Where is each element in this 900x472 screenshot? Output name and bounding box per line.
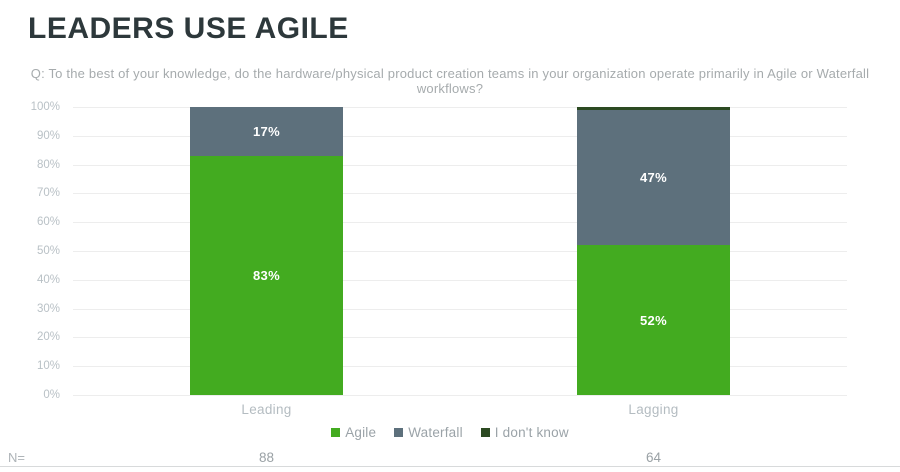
gridline	[73, 222, 847, 224]
gridline	[73, 395, 847, 396]
gridline	[73, 366, 847, 368]
gridline	[73, 135, 847, 137]
segment-lagging-waterfall: 47%	[577, 109, 730, 246]
segment-lagging-i-don-t-know	[577, 107, 730, 110]
chart-legend: Agile Waterfall I don't know	[0, 425, 900, 440]
segment-lagging-agile: 52%	[577, 245, 730, 395]
page-title: LEADERS USE AGILE	[28, 12, 349, 45]
y-tick-label: 90%	[36, 129, 60, 142]
y-tick-label: 30%	[36, 302, 60, 315]
segment-leading-agile: 83%	[190, 155, 343, 395]
gridline	[73, 193, 847, 195]
y-tick-label: 70%	[36, 187, 60, 200]
gridline	[73, 337, 847, 339]
segment-value-label: 47%	[640, 170, 667, 186]
gridline	[73, 251, 847, 252]
sample-size-row: N= 88 64	[0, 450, 900, 468]
legend-swatch-waterfall	[394, 428, 404, 437]
y-tick-label: 80%	[36, 158, 60, 171]
gridline	[73, 279, 847, 281]
legend-label: I don't know	[494, 425, 569, 440]
segment-value-label: 17%	[253, 123, 280, 139]
gridline	[73, 308, 847, 310]
x-category-label-leading: Leading	[241, 402, 292, 417]
n-equals-label: N=	[8, 450, 25, 465]
y-tick-label: 50%	[36, 245, 60, 257]
legend-label: Waterfall	[408, 425, 463, 440]
y-tick-label: 100%	[30, 101, 60, 113]
gridline	[73, 164, 847, 166]
n-value-leading: 88	[258, 450, 275, 465]
legend-label: Agile	[345, 425, 377, 440]
y-tick-label: 40%	[36, 273, 60, 286]
bar-lagging: 47% 52%	[577, 107, 730, 395]
y-tick-label: 0%	[43, 389, 60, 401]
bottom-divider	[0, 466, 900, 467]
legend-swatch-i-don-t-know	[480, 428, 490, 437]
legend-item-agile: Agile	[331, 425, 376, 440]
segment-leading-waterfall: 17%	[190, 107, 343, 156]
stacked-bar-chart: 0% 10% 20% 30% 40% 50% 60% 70% 80% 90% 100% 17% 83% L…	[31, 101, 847, 417]
segment-value-label: 83%	[253, 267, 280, 283]
segment-value-label: 52%	[640, 312, 667, 328]
legend-swatch-agile	[331, 428, 341, 437]
legend-item-waterfall: Waterfall	[394, 425, 463, 440]
n-value-lagging: 64	[645, 450, 662, 465]
bar-leading: 17% 83%	[190, 107, 343, 395]
x-category-label-lagging: Lagging	[628, 402, 679, 417]
survey-question: Q: To the best of your knowledge, do the…	[30, 66, 870, 96]
y-tick-label: 20%	[36, 331, 60, 344]
y-tick-label: 60%	[36, 216, 60, 229]
y-tick-label: 10%	[36, 360, 60, 373]
legend-item-i-don-t-know: I don't know	[480, 425, 569, 440]
gridline	[73, 107, 847, 108]
